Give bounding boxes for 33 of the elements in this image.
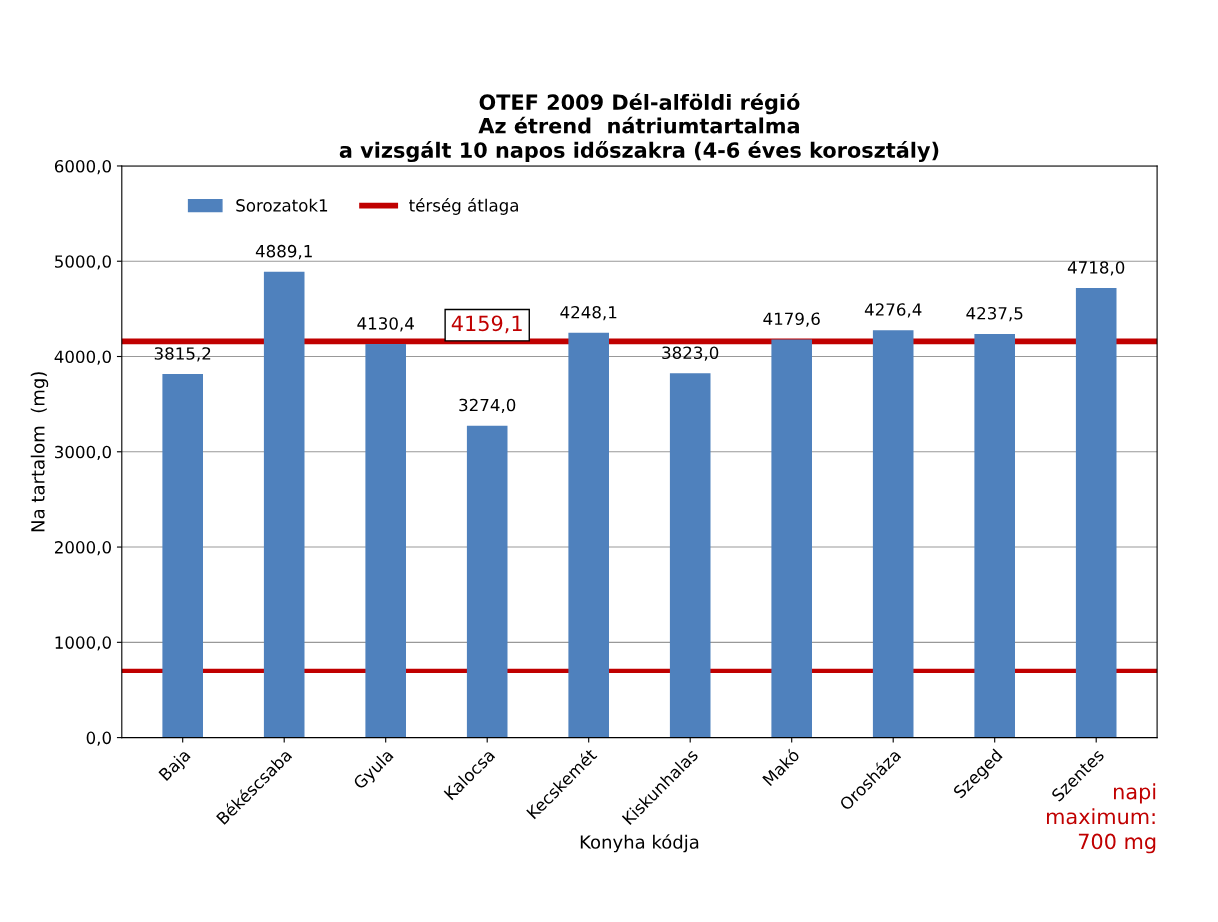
y-tick-label: 5000,0: [55, 255, 111, 270]
bar: [872, 330, 914, 738]
data-label: 4237,5: [966, 306, 1023, 322]
x-axis-title: Konyha kódja: [580, 834, 699, 853]
bar: [365, 344, 406, 738]
data-label: 4889,1: [255, 244, 312, 260]
bar: [1075, 288, 1117, 738]
data-label: 4130,4: [357, 317, 414, 332]
legend-label: Sorozatok1: [236, 198, 328, 212]
bar: [669, 373, 711, 738]
data-label: 4179,6: [763, 312, 820, 327]
data-label: 3823,0: [662, 346, 719, 361]
y-tick-label: 0,0: [86, 731, 111, 746]
bar: [466, 425, 508, 738]
bar: [263, 271, 305, 738]
y-tick-label: 4000,0: [54, 350, 111, 365]
annotation: 4159,1: [451, 315, 522, 334]
bar: [162, 374, 203, 738]
bar: [974, 333, 1015, 738]
legend-label: térség átlaga: [409, 198, 518, 215]
bar: [568, 332, 609, 738]
data-label: 3815,2: [154, 347, 211, 362]
data-label: 4248,1: [560, 305, 617, 321]
y-tick-label: 3000,0: [55, 445, 111, 461]
data-label: 3274,0: [459, 398, 516, 414]
y-axis-title: Na tartalom (mg): [30, 372, 49, 532]
y-tick-label: 6000,0: [54, 159, 111, 175]
chart-title: OTEF 2009 Dél-alföldi régió Az étrend nátriumtartalma a vizsgált 10 napos időszakra (4-6 éves korosztály): [339, 93, 939, 163]
data-label: 4276,4: [864, 303, 922, 318]
bar: [771, 339, 812, 738]
y-tick-label: 2000,0: [54, 541, 111, 556]
data-label: 4718,0: [1067, 261, 1125, 276]
y-tick-label: 1000,0: [55, 636, 111, 651]
